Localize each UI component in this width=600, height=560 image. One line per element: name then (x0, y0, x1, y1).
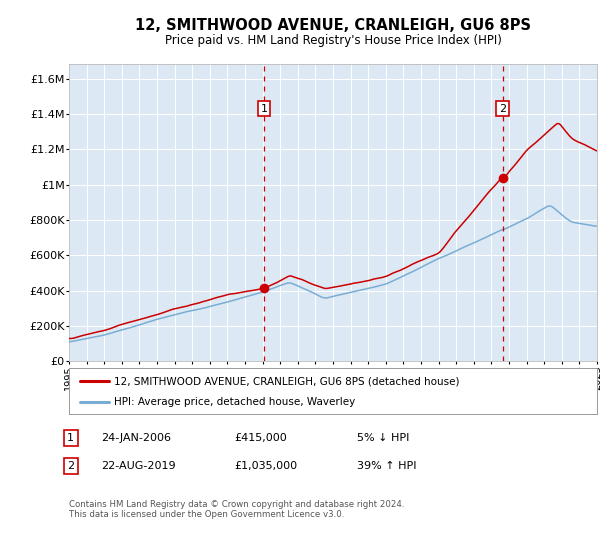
Text: £1,035,000: £1,035,000 (234, 461, 297, 471)
Text: Contains HM Land Registry data © Crown copyright and database right 2024.
This d: Contains HM Land Registry data © Crown c… (69, 500, 404, 519)
Text: 24-JAN-2006: 24-JAN-2006 (101, 433, 171, 443)
Text: 2: 2 (499, 104, 506, 114)
Text: 22-AUG-2019: 22-AUG-2019 (101, 461, 175, 471)
Text: 5% ↓ HPI: 5% ↓ HPI (357, 433, 409, 443)
Text: 1: 1 (67, 433, 74, 443)
Text: 39% ↑ HPI: 39% ↑ HPI (357, 461, 416, 471)
Text: £415,000: £415,000 (234, 433, 287, 443)
Text: 1: 1 (260, 104, 268, 114)
Text: 2: 2 (67, 461, 74, 471)
Text: Price paid vs. HM Land Registry's House Price Index (HPI): Price paid vs. HM Land Registry's House … (164, 34, 502, 46)
Text: 12, SMITHWOOD AVENUE, CRANLEIGH, GU6 8PS: 12, SMITHWOOD AVENUE, CRANLEIGH, GU6 8PS (135, 18, 531, 33)
Text: HPI: Average price, detached house, Waverley: HPI: Average price, detached house, Wave… (114, 398, 355, 408)
Text: 12, SMITHWOOD AVENUE, CRANLEIGH, GU6 8PS (detached house): 12, SMITHWOOD AVENUE, CRANLEIGH, GU6 8PS… (114, 376, 460, 386)
